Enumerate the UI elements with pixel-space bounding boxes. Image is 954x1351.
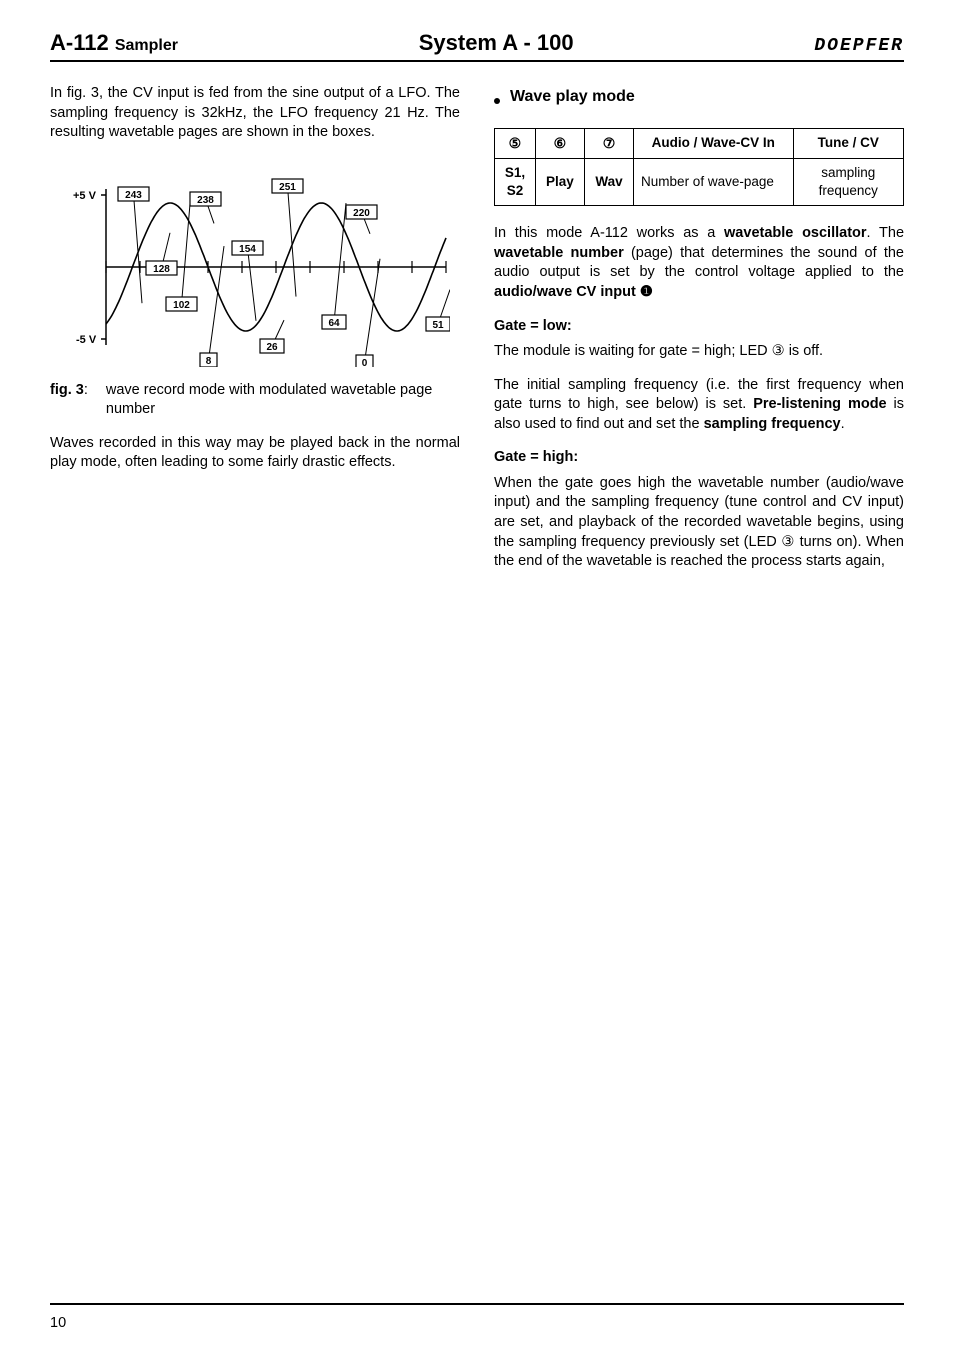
table-row-head: ⑤ ⑥ ⑦ Audio / Wave-CV In Tune / CV — [495, 128, 904, 158]
gate-low-paragraph-2: The initial sampling frequency (i.e. the… — [494, 376, 904, 435]
footer-rule — [50, 1303, 904, 1305]
gl2-e: . — [841, 416, 845, 432]
p1-c: . The — [867, 225, 904, 241]
figure-3-svg: +5 V -5 V 243 238 251 220 154 128 102 64 51 26 8 0 — [50, 157, 450, 367]
header-subtitle: Sampler — [115, 37, 178, 54]
figure-3-caption-sep: : — [84, 382, 88, 398]
gate-high-heading: Gate = high: — [494, 448, 904, 468]
table-head-tune: Tune / CV — [818, 135, 879, 150]
svg-text:-5 V: -5 V — [76, 334, 97, 346]
two-column-body: In fig. 3, the CV input is fed from the … — [50, 84, 904, 586]
page: A-112 Sampler System A - 100 DOEPFER In … — [0, 0, 954, 1351]
page-number: 10 — [50, 1315, 66, 1331]
figure-3-container: +5 V -5 V 243 238 251 220 154 128 102 64 51 26 8 0 — [50, 157, 460, 367]
table-head-5: ⑤ — [509, 134, 522, 153]
table-cell-sampfreq: sampling frequency — [819, 165, 878, 198]
gl2-d: sampling frequency — [704, 416, 841, 432]
page-header: A-112 Sampler System A - 100 DOEPFER — [50, 30, 904, 62]
svg-text:220: 220 — [353, 208, 370, 219]
svg-text:251: 251 — [279, 182, 296, 193]
table-head-6: ⑥ — [554, 134, 567, 153]
mode-heading-row: Wave play mode — [494, 84, 904, 118]
svg-text:243: 243 — [125, 190, 142, 201]
p1-f: audio/wave CV input ❶ — [494, 284, 653, 300]
gate-low-heading: Gate = low: — [494, 317, 904, 337]
svg-text:51: 51 — [432, 320, 444, 331]
table-row-data: S1, S2 Play Wav Number of wave-page samp… — [495, 158, 904, 205]
gate-low-paragraph-1: The module is waiting for gate = high; L… — [494, 342, 904, 362]
left-column: In fig. 3, the CV input is fed from the … — [50, 84, 460, 586]
mode-heading: Wave play mode — [510, 86, 635, 108]
svg-text:+5 V: +5 V — [73, 190, 97, 202]
wave-play-paragraph-1: In this mode A-112 works as a wavetable … — [494, 224, 904, 302]
bullet-icon — [494, 98, 500, 104]
right-column: Wave play mode ⑤ ⑥ ⑦ Audio / Wave-CV In … — [494, 84, 904, 586]
figure-3-caption: fig. 3: wave record mode with modulated … — [50, 381, 460, 420]
table-cell-wavepage: Number of wave-page — [641, 174, 774, 189]
table-cell-wav: Wav — [595, 174, 622, 189]
header-mid: System A - 100 — [419, 30, 574, 56]
svg-text:0: 0 — [362, 358, 368, 367]
table-cell-play: Play — [546, 174, 574, 189]
table-head-audio: Audio / Wave-CV In — [652, 135, 775, 150]
left-outro-paragraph: Waves recorded in this way may be played… — [50, 434, 460, 473]
svg-text:26: 26 — [266, 342, 278, 353]
p1-d: wavetable number — [494, 245, 624, 261]
svg-text:154: 154 — [239, 244, 256, 255]
table-cell-s1s2: S1, S2 — [505, 165, 525, 198]
svg-text:238: 238 — [197, 195, 214, 206]
mode-table: ⑤ ⑥ ⑦ Audio / Wave-CV In Tune / CV S1, S… — [494, 128, 904, 207]
gl2-b: Pre-listening mode — [753, 396, 886, 412]
svg-text:8: 8 — [206, 356, 212, 367]
gate-high-paragraph: When the gate goes high the wavetable nu… — [494, 474, 904, 572]
figure-3-caption-fig: fig. 3 — [50, 382, 84, 398]
svg-text:128: 128 — [153, 264, 170, 275]
header-left: A-112 Sampler — [50, 30, 178, 56]
figure-3-caption-text: wave record mode with modulated wavetabl… — [106, 381, 460, 420]
header-brand: DOEPFER — [814, 36, 904, 56]
svg-text:102: 102 — [173, 300, 190, 311]
p1-b: wavetable oscillator — [724, 225, 867, 241]
header-model: A-112 — [50, 30, 109, 55]
svg-text:64: 64 — [328, 318, 340, 329]
left-intro-paragraph: In fig. 3, the CV input is fed from the … — [50, 84, 460, 143]
table-head-7: ⑦ — [603, 134, 616, 153]
p1-a: In this mode A-112 works as a — [494, 225, 724, 241]
figure-3-caption-label: fig. 3: — [50, 381, 88, 420]
